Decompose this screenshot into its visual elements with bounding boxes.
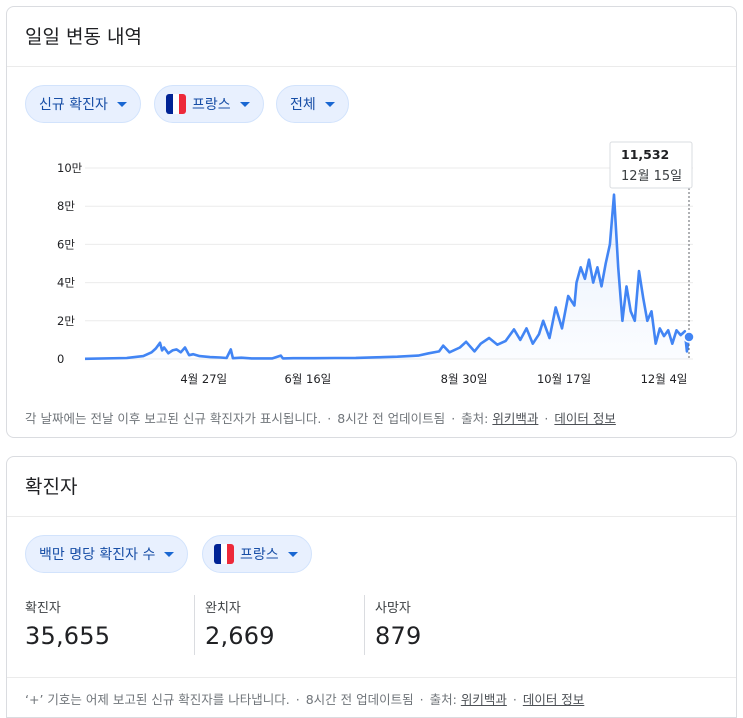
footer-note: ‘+’ 기호는 어제 보고된 신규 확진자를 나타냅니다. xyxy=(25,692,290,707)
totals-card: 확진자 백만 명당 확진자 수 프랑스 확진자 35,655 완치자 2,669… xyxy=(6,456,737,718)
x-tick-label: 12월 4일 xyxy=(641,372,688,386)
chevron-down-icon xyxy=(164,551,175,557)
chevron-down-icon xyxy=(324,101,335,107)
chevron-down-icon xyxy=(116,101,127,107)
y-tick-label: 8만 xyxy=(57,199,75,213)
data-info-link[interactable]: 데이터 정보 xyxy=(522,692,585,707)
card-title: 확진자 xyxy=(25,476,78,498)
country-dropdown-label: 프랑스 xyxy=(192,97,231,113)
series-line xyxy=(84,193,691,361)
france-flag-icon xyxy=(166,94,186,114)
footer-note: 각 날짜에는 전날 이후 보고된 신규 확진자가 표시됩니다. xyxy=(25,411,322,426)
x-tick-label: 8월 30일 xyxy=(441,372,488,386)
stat-label: 완치자 xyxy=(205,601,241,616)
divider xyxy=(7,66,736,67)
metric-dropdown[interactable]: 신규 확진자 xyxy=(25,85,141,123)
stat-recovered: 완치자 2,669 xyxy=(205,597,275,650)
tooltip-date: 12월 15일 xyxy=(621,169,682,184)
wikipedia-link[interactable]: 위키백과 xyxy=(460,692,507,707)
x-tick-label: 10월 17일 xyxy=(537,372,591,386)
tooltip-value: 11,532 xyxy=(621,147,669,162)
x-tick-label: 4월 27일 xyxy=(180,372,227,386)
stat-value: 879 xyxy=(375,622,422,650)
footer: 각 날짜에는 전날 이후 보고된 신규 확진자가 표시됩니다. · 8시간 전 업데… xyxy=(25,411,616,426)
tooltip: 11,532 12월 15일 xyxy=(609,141,693,189)
range-dropdown[interactable]: 전체 xyxy=(276,85,349,123)
updated-time: 8시간 전 업데이트됨 xyxy=(305,692,414,707)
divider xyxy=(7,677,736,678)
data-info-link[interactable]: 데이터 정보 xyxy=(554,411,616,426)
stat-label: 사망자 xyxy=(375,601,411,616)
chevron-down-icon xyxy=(239,101,250,107)
country-dropdown-label: 프랑스 xyxy=(240,547,279,563)
stat-deaths: 사망자 879 xyxy=(375,597,421,650)
source-label: 출처: xyxy=(429,692,457,707)
stat-divider xyxy=(194,595,195,655)
divider xyxy=(7,516,736,517)
stat-value: 2,669 xyxy=(205,622,275,650)
wikipedia-link[interactable]: 위키백과 xyxy=(492,411,539,426)
y-tick-label: 10만 xyxy=(57,161,83,175)
metric-dropdown-label: 신규 확진자 xyxy=(39,97,108,113)
metric-dropdown-label: 백만 명당 확진자 수 xyxy=(39,547,156,563)
card-title: 일일 변동 내역 xyxy=(25,26,142,48)
y-tick-label: 4만 xyxy=(57,276,75,290)
updated-time: 8시간 전 업데이트됨 xyxy=(337,411,446,426)
country-dropdown[interactable]: 프랑스 xyxy=(154,85,264,123)
y-tick-label: 6만 xyxy=(57,237,75,251)
series-area xyxy=(85,194,689,359)
y-tick-label: 2만 xyxy=(57,314,75,328)
daily-changes-card: 일일 변동 내역 신규 확진자 프랑스 전체 0 2만 4만 6만 8만 10만 4월 27… xyxy=(6,6,737,438)
country-dropdown[interactable]: 프랑스 xyxy=(202,535,312,573)
stat-value: 35,655 xyxy=(25,622,111,650)
tooltip-box xyxy=(609,141,693,189)
highlight-point[interactable] xyxy=(683,331,695,343)
daily-cases-chart[interactable]: 0 2만 4만 6만 8만 10만 4월 27일 6월 16일 8월 30일 10월 17일 12월… xyxy=(7,137,737,387)
y-tick-label: 0 xyxy=(57,352,64,366)
metric-dropdown[interactable]: 백만 명당 확진자 수 xyxy=(25,535,189,573)
stat-confirmed: 확진자 35,655 xyxy=(25,597,110,650)
chevron-down-icon xyxy=(287,551,298,557)
footer: ‘+’ 기호는 어제 보고된 신규 확진자를 나타냅니다. · 8시간 전 업데이트… xyxy=(25,692,585,707)
stat-label: 확진자 xyxy=(25,601,61,616)
source-label: 출처: xyxy=(461,411,489,426)
x-tick-label: 6월 16일 xyxy=(284,372,331,386)
stat-divider xyxy=(364,595,365,655)
range-dropdown-label: 전체 xyxy=(290,97,316,113)
france-flag-icon xyxy=(214,544,234,564)
